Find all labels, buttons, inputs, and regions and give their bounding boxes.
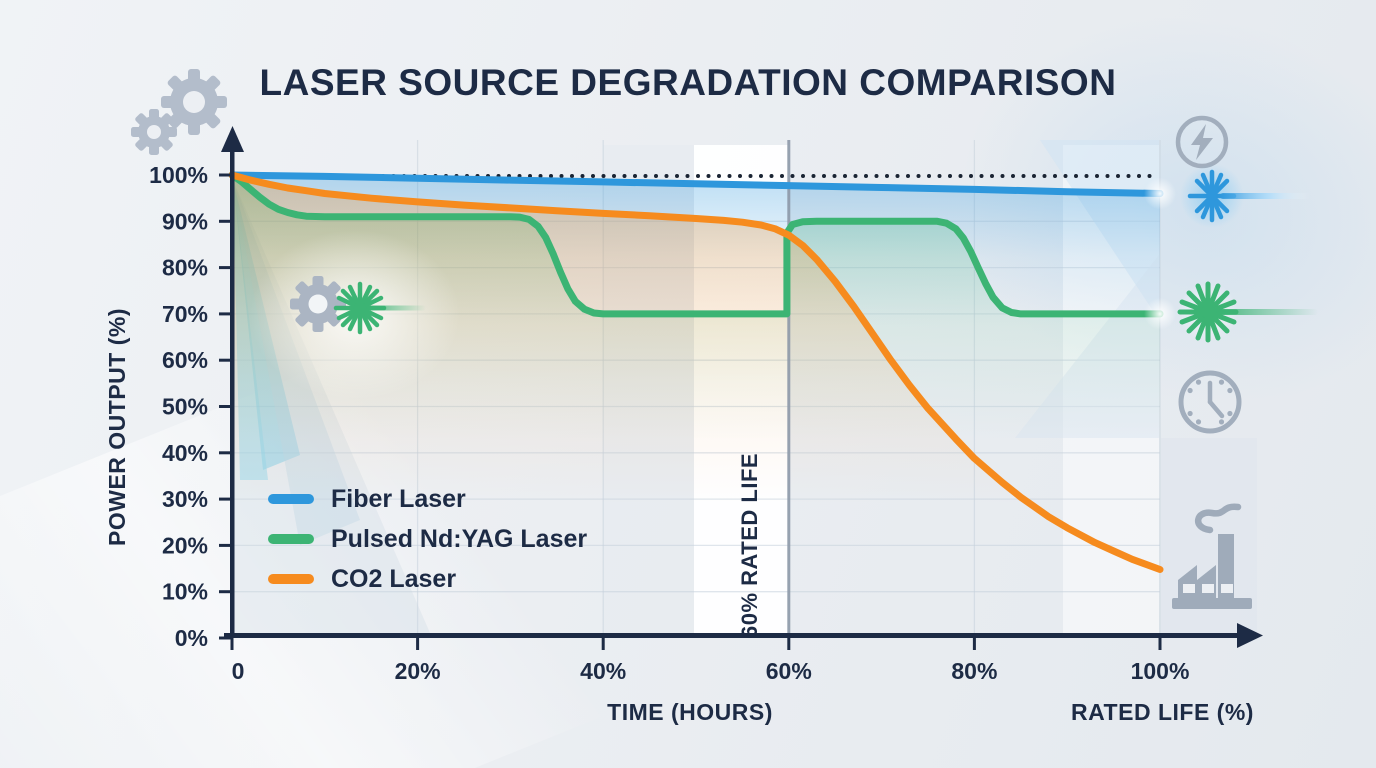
x-tick-label: 0 — [232, 658, 245, 684]
y-axis-title: POWER OUTPUT (%) — [104, 308, 130, 546]
x-tick — [601, 638, 605, 650]
y-tick-label: 50% — [162, 394, 208, 420]
x-tick — [230, 638, 234, 650]
y-tick — [219, 543, 232, 547]
y-tick-label: 70% — [162, 301, 208, 327]
y-tick — [219, 219, 232, 223]
y-tick — [219, 173, 232, 177]
legend-label: Fiber Laser — [331, 484, 466, 513]
y-tick-label: 100% — [149, 162, 208, 188]
y-tick-label: 80% — [162, 255, 208, 281]
x-tick-label: 20% — [395, 658, 441, 684]
y-tick-label: 60% — [162, 347, 208, 373]
legend-swatch — [268, 534, 314, 544]
x-axis-title: TIME (HOURS) — [607, 699, 773, 725]
legend-item: Fiber Laser — [268, 479, 587, 519]
y-tick-label: 30% — [162, 486, 208, 512]
x-tick — [1158, 638, 1162, 650]
y-tick — [219, 405, 232, 408]
y-tick — [219, 590, 232, 594]
legend-label: CO2 Laser — [331, 564, 457, 593]
y-tick-label: 20% — [162, 532, 208, 558]
x-axis-title-right: RATED LIFE (%) — [1071, 699, 1254, 725]
side-band — [1161, 438, 1257, 633]
axes — [219, 126, 1263, 650]
x-tick — [416, 638, 420, 650]
legend-swatch — [268, 494, 314, 504]
series-line — [228, 171, 1164, 318]
y-tick — [219, 451, 232, 455]
legend-item: CO2 Laser — [268, 559, 587, 599]
y-tick-label: 40% — [162, 440, 208, 466]
y-tick — [219, 312, 232, 316]
line-end-glow — [1144, 177, 1176, 210]
y-tick — [219, 636, 232, 640]
x-tick-label: 80% — [951, 658, 997, 684]
x-tick-label: 100% — [1131, 658, 1190, 684]
x-tick-label: 60% — [766, 658, 812, 684]
line-end-glow — [1144, 297, 1176, 330]
legend-item: Pulsed Nd:YAG Laser — [268, 519, 587, 559]
rated-life-annotation: 60% RATED LIFE — [737, 452, 762, 638]
rated-life-line — [787, 140, 791, 633]
series-line — [228, 171, 1164, 573]
series-line — [228, 171, 1164, 197]
y-tick-label: 10% — [162, 579, 208, 605]
legend-label: Pulsed Nd:YAG Laser — [331, 524, 588, 553]
legend-swatch — [268, 574, 314, 584]
y-tick-label: 90% — [162, 208, 208, 234]
x-tick-label: 40% — [580, 658, 626, 684]
y-tick — [219, 358, 232, 362]
legend: Fiber Laser Pulsed Nd:YAG Laser CO2 Laser — [268, 479, 587, 599]
series-area-fill — [232, 175, 1160, 633]
y-tick — [219, 497, 232, 501]
y-tick-label: 0% — [175, 625, 208, 651]
y-tick — [219, 266, 232, 270]
page-title: LASER SOURCE DEGRADATION COMPARISON — [259, 62, 1117, 103]
x-tick — [787, 638, 791, 650]
x-tick — [972, 638, 976, 650]
